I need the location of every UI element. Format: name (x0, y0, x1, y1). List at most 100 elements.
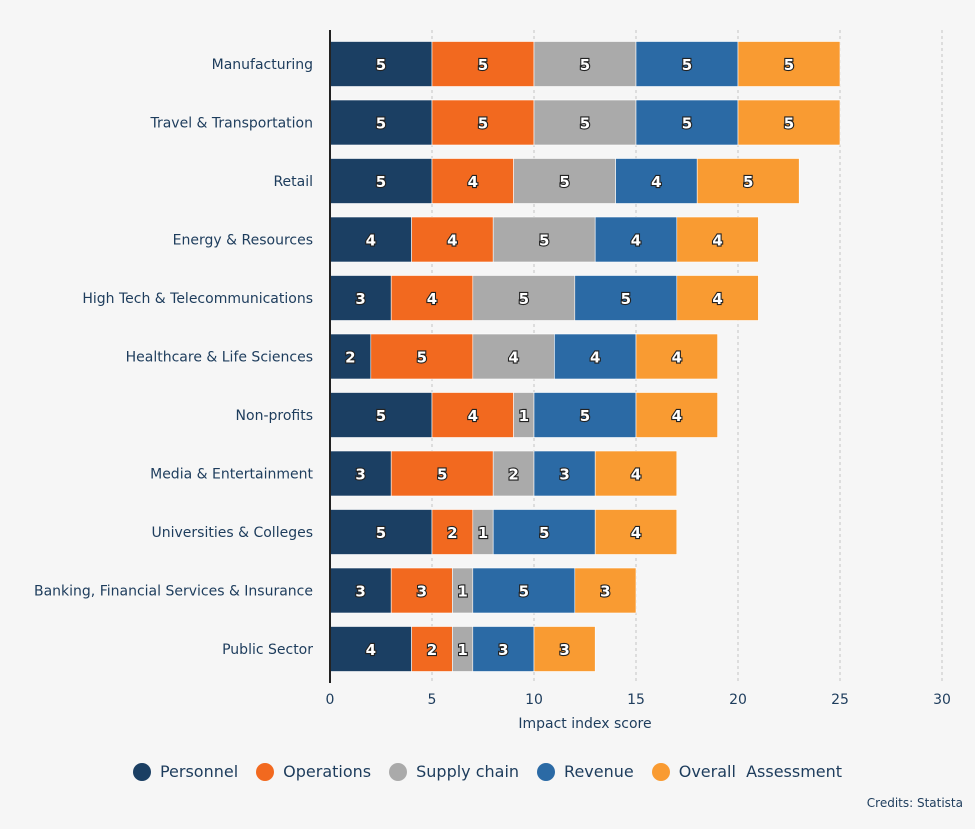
bar-segment (329, 333, 372, 380)
data-label: 4 (468, 407, 478, 425)
data-label: 4 (712, 232, 722, 250)
data-label: 1 (457, 641, 467, 659)
bar-segment (513, 158, 616, 204)
category-label: Non-profits (236, 408, 313, 424)
data-label: 5 (478, 115, 488, 133)
data-label: 2 (447, 524, 457, 542)
data-label: 3 (498, 641, 508, 659)
data-label: 4 (631, 232, 641, 250)
bar-segment (696, 158, 800, 204)
bar-segment (329, 275, 392, 321)
data-label: 3 (355, 466, 365, 484)
data-label: 5 (580, 56, 590, 74)
x-tick-label: 20 (729, 692, 747, 708)
legend-swatch (132, 762, 151, 781)
data-label: 4 (427, 290, 437, 308)
bar-segment (329, 392, 433, 438)
category-labels: Manufacturing Travel & Transportation Reta… (34, 57, 314, 658)
legend-swatch (256, 762, 275, 781)
bar-segment (635, 333, 718, 380)
data-label: 5 (539, 524, 549, 542)
bar-segment (554, 333, 637, 380)
bar-segment (635, 392, 718, 438)
legend-item: Supply chain (389, 762, 519, 781)
bar-segment (472, 333, 555, 380)
data-label: 4 (672, 349, 682, 367)
data-label: 4 (590, 349, 600, 367)
data-label: 4 (447, 232, 457, 250)
x-tick-label: 0 (326, 692, 335, 708)
bar-segment (390, 275, 474, 321)
bar-segment (329, 509, 433, 555)
bar-segment (492, 509, 596, 555)
credits: Credits: Statista (866, 796, 963, 810)
data-label: 1 (519, 407, 529, 425)
bar-segment (676, 275, 759, 321)
legend-item: Personnel (132, 762, 239, 781)
bar-segment (594, 450, 678, 497)
x-tick-labels: 0 5 10 15 20 25 30 (326, 692, 951, 708)
legend-swatch (537, 762, 556, 781)
legend-swatch (389, 762, 408, 781)
category-label: Travel & Transportation (149, 116, 313, 132)
legend-label: Supply chain (416, 762, 520, 781)
bar-segment (533, 626, 596, 672)
category-label: Universities & Colleges (152, 525, 313, 541)
data-label: 3 (559, 466, 569, 484)
category-label: Retail (273, 174, 313, 190)
category-label: Banking, Financial Services & Insurance (34, 584, 313, 600)
data-label: 5 (376, 407, 386, 425)
x-tick-label: 25 (831, 692, 849, 708)
legend-swatch (651, 762, 670, 781)
bar-segment (390, 567, 453, 614)
data-label: 5 (519, 583, 529, 601)
x-tick-label: 15 (627, 692, 645, 708)
data-label: 5 (437, 466, 447, 484)
bar-segment (329, 450, 392, 497)
category-label: Healthcare & Life Sciences (126, 350, 313, 366)
category-label: Manufacturing (212, 57, 313, 73)
legend-label: Operations (283, 762, 372, 781)
bar-segment (594, 509, 678, 555)
bar-segment (431, 99, 535, 146)
legend-item: Operations (256, 762, 371, 781)
data-label: 5 (580, 115, 590, 133)
data-label: 5 (539, 232, 549, 250)
bar-segment (472, 275, 576, 321)
category-label: Public Sector (222, 642, 313, 658)
category-label: Media & Entertainment (150, 467, 313, 483)
data-label: 5 (743, 173, 753, 191)
data-label: 4 (712, 290, 722, 308)
bar-segment (574, 567, 637, 614)
x-tick-label: 30 (933, 692, 951, 708)
data-label: 5 (376, 115, 386, 133)
data-label: 3 (417, 583, 427, 601)
bar-segment (329, 41, 433, 87)
data-label: 3 (600, 583, 610, 601)
data-label: 5 (376, 56, 386, 74)
data-label: 5 (682, 56, 692, 74)
data-label: 4 (631, 524, 641, 542)
bar-segment (431, 392, 514, 438)
legend-item: Overall Assessment (651, 762, 842, 781)
data-label: 5 (559, 173, 569, 191)
legend-item: Revenue (537, 762, 634, 781)
data-label: 1 (457, 583, 467, 601)
x-axis-title: Impact index score (518, 716, 651, 732)
legend: Personnel Operations Supply chain Revenue Ov… (0, 762, 975, 781)
data-label: 3 (355, 583, 365, 601)
data-label: 4 (672, 407, 682, 425)
data-label: 5 (784, 115, 794, 133)
x-tick-label: 10 (525, 692, 543, 708)
x-tick-label: 5 (428, 692, 437, 708)
data-label: 5 (519, 290, 529, 308)
legend-label: Personnel (159, 762, 239, 781)
bar-segment (737, 41, 841, 87)
data-label: 4 (468, 173, 478, 191)
data-label: 5 (580, 407, 590, 425)
bar-segment (492, 450, 535, 497)
data-label: 4 (366, 641, 376, 659)
data-label: 2 (427, 641, 437, 659)
